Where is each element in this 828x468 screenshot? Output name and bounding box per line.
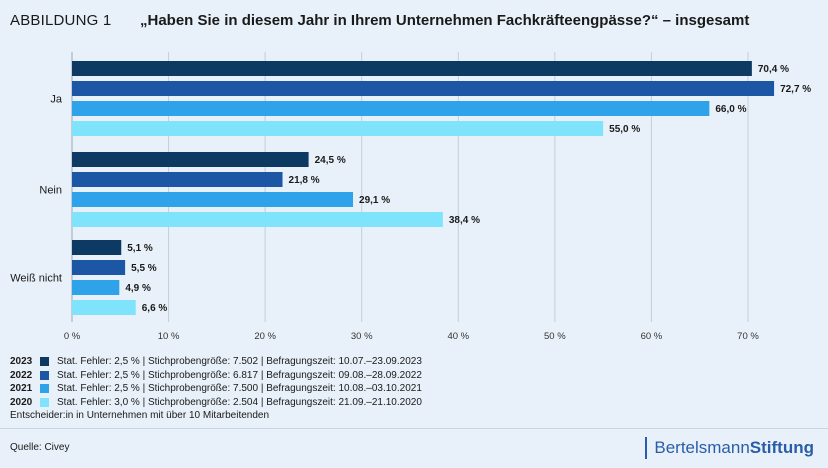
source-note: Quelle: Civey	[10, 442, 70, 453]
bar	[72, 212, 443, 227]
legend: 2023 Stat. Fehler: 2,5 % | Stichprobengr…	[10, 355, 422, 409]
legend-swatch	[40, 397, 49, 407]
legend-swatch	[40, 357, 49, 367]
legend-swatch	[40, 370, 49, 380]
bar	[72, 300, 136, 315]
bar	[72, 121, 604, 136]
legend-row: 2020 Stat. Fehler: 3,0 % | Stichprobengr…	[10, 396, 422, 410]
bar-chart: 0 % 10 % 20 % 30 % 40 % 50 % 60 % 70 % Ja 70,4 % 7…	[10, 52, 811, 342]
bar	[72, 280, 120, 295]
x-tick-label: 70 %	[737, 331, 759, 342]
footnote: Entscheider:in in Unternehmen mit über 1…	[10, 410, 270, 421]
bar	[72, 240, 122, 255]
data-label: 5,1 %	[127, 243, 153, 254]
x-tick-label: 0 %	[64, 331, 81, 342]
data-label: 29,1 %	[359, 195, 390, 206]
legend-text: Stat. Fehler: 2,5 % | Stichprobengröße: …	[57, 369, 422, 381]
brand-bar	[645, 437, 648, 459]
category-label: Nein	[39, 185, 62, 197]
x-tick-label: 20 %	[254, 331, 276, 342]
x-tick-label: 10 %	[158, 331, 180, 342]
data-label: 38,4 %	[449, 215, 480, 226]
data-label: 66,0 %	[715, 104, 746, 115]
category-label: Ja	[50, 94, 63, 106]
data-label: 5,5 %	[131, 263, 157, 274]
legend-year: 2020	[10, 396, 33, 408]
bar	[72, 192, 354, 207]
data-label: 6,6 %	[142, 303, 168, 314]
data-label: 21,8 %	[289, 175, 320, 186]
data-label: 72,7 %	[780, 84, 811, 95]
legend-year: 2022	[10, 369, 33, 381]
x-tick-label: 40 %	[447, 331, 469, 342]
x-tick-label: 50 %	[544, 331, 566, 342]
bar	[72, 81, 775, 96]
data-label: 4,9 %	[125, 283, 151, 294]
brand-logo: BertelsmannStiftung	[645, 437, 814, 459]
category-label: Weiß nicht	[10, 273, 62, 285]
bar	[72, 101, 710, 116]
legend-swatch	[40, 384, 49, 394]
data-label: 55,0 %	[609, 124, 640, 135]
brand-part1: Bertelsmann	[654, 438, 750, 457]
divider	[0, 428, 828, 429]
data-label: 70,4 %	[758, 64, 789, 75]
bar	[72, 152, 309, 167]
legend-text: Stat. Fehler: 2,5 % | Stichprobengröße: …	[57, 356, 422, 367]
x-tick-label: 60 %	[641, 331, 663, 342]
brand-part2: Stiftung	[749, 438, 814, 457]
figure-label: ABBILDUNG 1	[10, 12, 112, 29]
legend-row: 2023 Stat. Fehler: 2,5 % | Stichprobengr…	[10, 355, 422, 369]
bar	[72, 61, 752, 76]
legend-row: 2021 Stat. Fehler: 2,5 % | Stichprobengr…	[10, 382, 422, 396]
legend-text: Stat. Fehler: 2,5 % | Stichprobengröße: …	[57, 383, 422, 394]
data-label: 24,5 %	[315, 155, 346, 166]
legend-year: 2021	[10, 383, 33, 394]
legend-year: 2023	[10, 356, 33, 367]
legend-text: Stat. Fehler: 3,0 % | Stichprobengröße: …	[57, 396, 422, 408]
header: ABBILDUNG 1 „Haben Sie in diesem Jahr in…	[10, 12, 818, 36]
legend-row: 2022 Stat. Fehler: 2,5 % | Stichprobengr…	[10, 369, 422, 383]
brand-text: BertelsmannStiftung	[654, 438, 814, 458]
bar	[72, 172, 283, 187]
chart-title: „Haben Sie in diesem Jahr in Ihrem Unter…	[140, 12, 750, 29]
x-tick-label: 30 %	[351, 331, 373, 342]
bar	[72, 260, 126, 275]
